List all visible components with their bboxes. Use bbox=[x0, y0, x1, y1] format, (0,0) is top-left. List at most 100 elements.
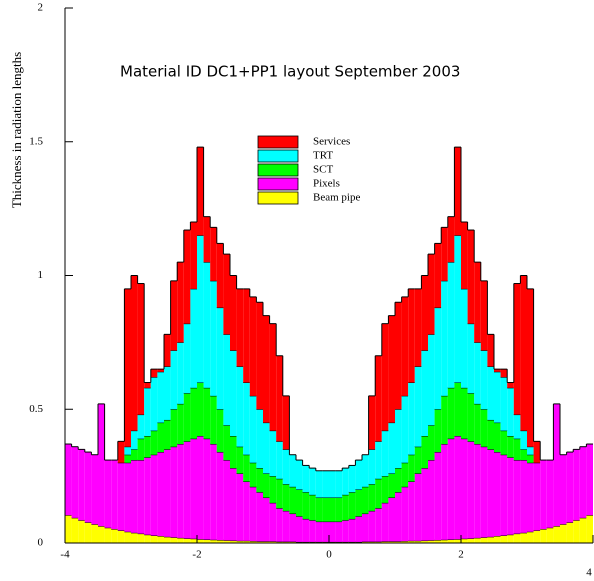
bar-segment bbox=[461, 538, 468, 543]
legend-swatch bbox=[257, 135, 299, 149]
bar-segment bbox=[210, 227, 217, 281]
y-tick-label: 0.5 bbox=[29, 403, 43, 415]
bar-segment bbox=[579, 446, 587, 518]
bar-segment bbox=[487, 536, 494, 543]
bar-segment bbox=[467, 393, 475, 442]
bar-segment bbox=[131, 430, 138, 450]
bar-segment bbox=[276, 508, 283, 542]
bar-segment bbox=[296, 541, 303, 543]
bar-segment bbox=[355, 541, 362, 543]
bar-segment bbox=[131, 275, 138, 431]
bar-segment bbox=[150, 377, 158, 431]
bar-segment bbox=[348, 492, 356, 519]
bar-segment bbox=[461, 288, 468, 388]
bar-segment bbox=[586, 515, 593, 543]
bar-segment bbox=[401, 395, 409, 463]
bar-segment bbox=[170, 280, 178, 351]
bar-segment bbox=[474, 537, 481, 543]
bar-segment bbox=[441, 444, 448, 540]
bar-segment bbox=[203, 262, 211, 388]
bar-segment bbox=[296, 460, 303, 490]
bar-segment bbox=[124, 462, 131, 532]
bar-segment bbox=[230, 468, 237, 541]
bar-segment bbox=[144, 534, 151, 543]
bar-segment bbox=[348, 518, 356, 542]
bar-segment bbox=[243, 481, 250, 541]
bar-segment bbox=[117, 530, 125, 543]
bar-segment bbox=[553, 403, 560, 527]
bar-segment bbox=[408, 454, 415, 482]
bar-segment bbox=[203, 539, 211, 543]
bar-segment bbox=[263, 497, 270, 542]
bar-segment bbox=[375, 355, 382, 442]
bar-segment bbox=[117, 462, 125, 531]
bar-segment bbox=[243, 454, 250, 482]
bar-segment bbox=[507, 382, 514, 388]
bar-segment bbox=[276, 355, 283, 442]
bar-segment bbox=[276, 441, 283, 479]
bar-segment bbox=[223, 334, 230, 426]
bar-segment bbox=[348, 465, 356, 493]
bar-segment bbox=[381, 541, 389, 543]
bar-segment bbox=[157, 371, 164, 423]
bar-segment bbox=[177, 537, 184, 543]
bar-segment bbox=[263, 422, 270, 474]
bar-segment bbox=[249, 395, 257, 463]
bar-segment bbox=[408, 288, 415, 383]
bar-segment bbox=[540, 529, 547, 543]
bar-segment bbox=[131, 449, 138, 461]
bar-segment bbox=[157, 452, 164, 537]
bar-segment bbox=[236, 288, 244, 367]
bar-segment bbox=[170, 446, 178, 538]
bar-segment bbox=[434, 243, 442, 308]
bar-segment bbox=[388, 473, 395, 498]
bar-segment bbox=[447, 216, 455, 263]
bar-segment bbox=[203, 216, 211, 263]
bar-segment bbox=[500, 535, 508, 543]
bar-segment bbox=[190, 288, 197, 388]
bar-segment bbox=[507, 457, 514, 535]
bar-segment bbox=[322, 497, 329, 522]
bar-segment bbox=[375, 541, 382, 543]
bar-segment bbox=[342, 520, 349, 542]
bar-segment bbox=[513, 438, 521, 461]
bar-segment bbox=[170, 537, 178, 543]
bar-segment bbox=[335, 470, 343, 498]
bar-segment bbox=[421, 468, 428, 541]
bar-segment bbox=[335, 521, 343, 542]
bar-segment bbox=[131, 532, 138, 543]
bar-segment bbox=[150, 454, 158, 536]
bar-segment bbox=[494, 369, 501, 372]
bar-segment bbox=[474, 262, 481, 343]
bar-segment bbox=[117, 441, 125, 463]
bar-segment bbox=[137, 460, 145, 534]
bar-segment bbox=[414, 366, 422, 447]
bar-segment bbox=[236, 446, 244, 474]
bar-segment bbox=[494, 452, 501, 537]
bar-segment bbox=[315, 521, 323, 542]
bar-segment bbox=[467, 538, 475, 543]
bar-segment bbox=[447, 262, 455, 388]
bar-segment bbox=[203, 438, 211, 540]
bar-segment bbox=[507, 387, 514, 436]
y-axis-label: Thickness in radiation lengths bbox=[9, 52, 24, 208]
bar-segment bbox=[342, 541, 349, 543]
bar-segment bbox=[210, 395, 217, 445]
bar-segment bbox=[309, 468, 316, 495]
bar-segment bbox=[428, 425, 435, 461]
bar-segment bbox=[223, 540, 230, 543]
bar-segment bbox=[513, 283, 521, 415]
bar-segment bbox=[507, 534, 514, 543]
bar-segment bbox=[428, 254, 435, 335]
bar-segment bbox=[434, 540, 442, 543]
bar-segment bbox=[362, 513, 369, 542]
bar-segment bbox=[454, 382, 461, 436]
bar-segment bbox=[513, 414, 521, 439]
bar-segment bbox=[520, 430, 527, 450]
bar-segment bbox=[269, 323, 277, 431]
bar-segment bbox=[434, 409, 442, 453]
bar-segment bbox=[84, 452, 92, 523]
bar-segment bbox=[461, 222, 468, 289]
bar-segment bbox=[144, 457, 151, 535]
bar-segment bbox=[527, 454, 534, 463]
